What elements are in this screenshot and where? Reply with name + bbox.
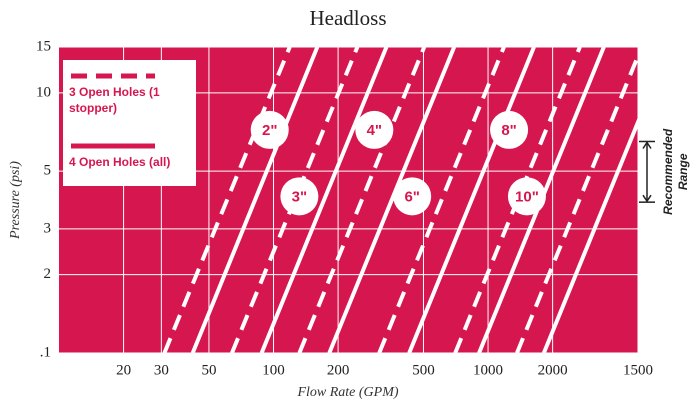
legend-box — [63, 60, 196, 186]
legend-text-box: 3 Open Holes (1 stopper) — [69, 85, 160, 115]
legend-text-box: 4 Open Holes (all) — [69, 155, 171, 169]
range-arrow — [642, 141, 652, 203]
y-tick-label: .1 — [40, 344, 51, 360]
size-label: 8" — [501, 122, 516, 139]
size-badge — [393, 177, 432, 216]
size-label: 2" — [262, 122, 277, 139]
x-tick-label: 500 — [412, 362, 435, 378]
size-label: 6" — [404, 188, 419, 205]
x-axis-label: Flow Rate (GPM) — [296, 385, 398, 400]
y-tick-label: 15 — [36, 38, 51, 54]
x-tick-label: 50 — [201, 362, 216, 378]
size-badge — [507, 177, 546, 216]
size-badge — [280, 177, 319, 216]
size-badge — [250, 110, 289, 149]
range-label: Range — [676, 153, 690, 190]
y-tick-label: 3 — [44, 220, 52, 236]
x-tick-label: 100 — [262, 362, 285, 378]
size-badge — [355, 110, 394, 149]
range-label: Recommended — [661, 128, 675, 215]
legend-label: 3 Open Holes (1 stopper) — [69, 85, 160, 115]
chart-title: Headloss — [310, 6, 387, 30]
x-tick-label: 1000 — [473, 362, 503, 378]
size-label: 10" — [515, 188, 539, 205]
x-tick-label: 1500 — [623, 362, 653, 378]
x-tick-label: 200 — [327, 362, 350, 378]
size-badge — [490, 110, 529, 149]
legend-label: 4 Open Holes (all) — [69, 155, 171, 169]
y-tick-label: 5 — [44, 163, 52, 179]
size-label: 4" — [367, 122, 382, 139]
x-tick-label: 30 — [154, 362, 169, 378]
data-line — [190, 47, 638, 353]
x-tick-label: 2000 — [538, 362, 568, 378]
y-axis-label: Pressure (psi) — [8, 161, 23, 240]
size-label: 3" — [292, 188, 307, 205]
y-tick-label: 2 — [44, 266, 52, 282]
x-tick-label: 20 — [116, 362, 131, 378]
y-tick-label: 10 — [36, 84, 51, 100]
